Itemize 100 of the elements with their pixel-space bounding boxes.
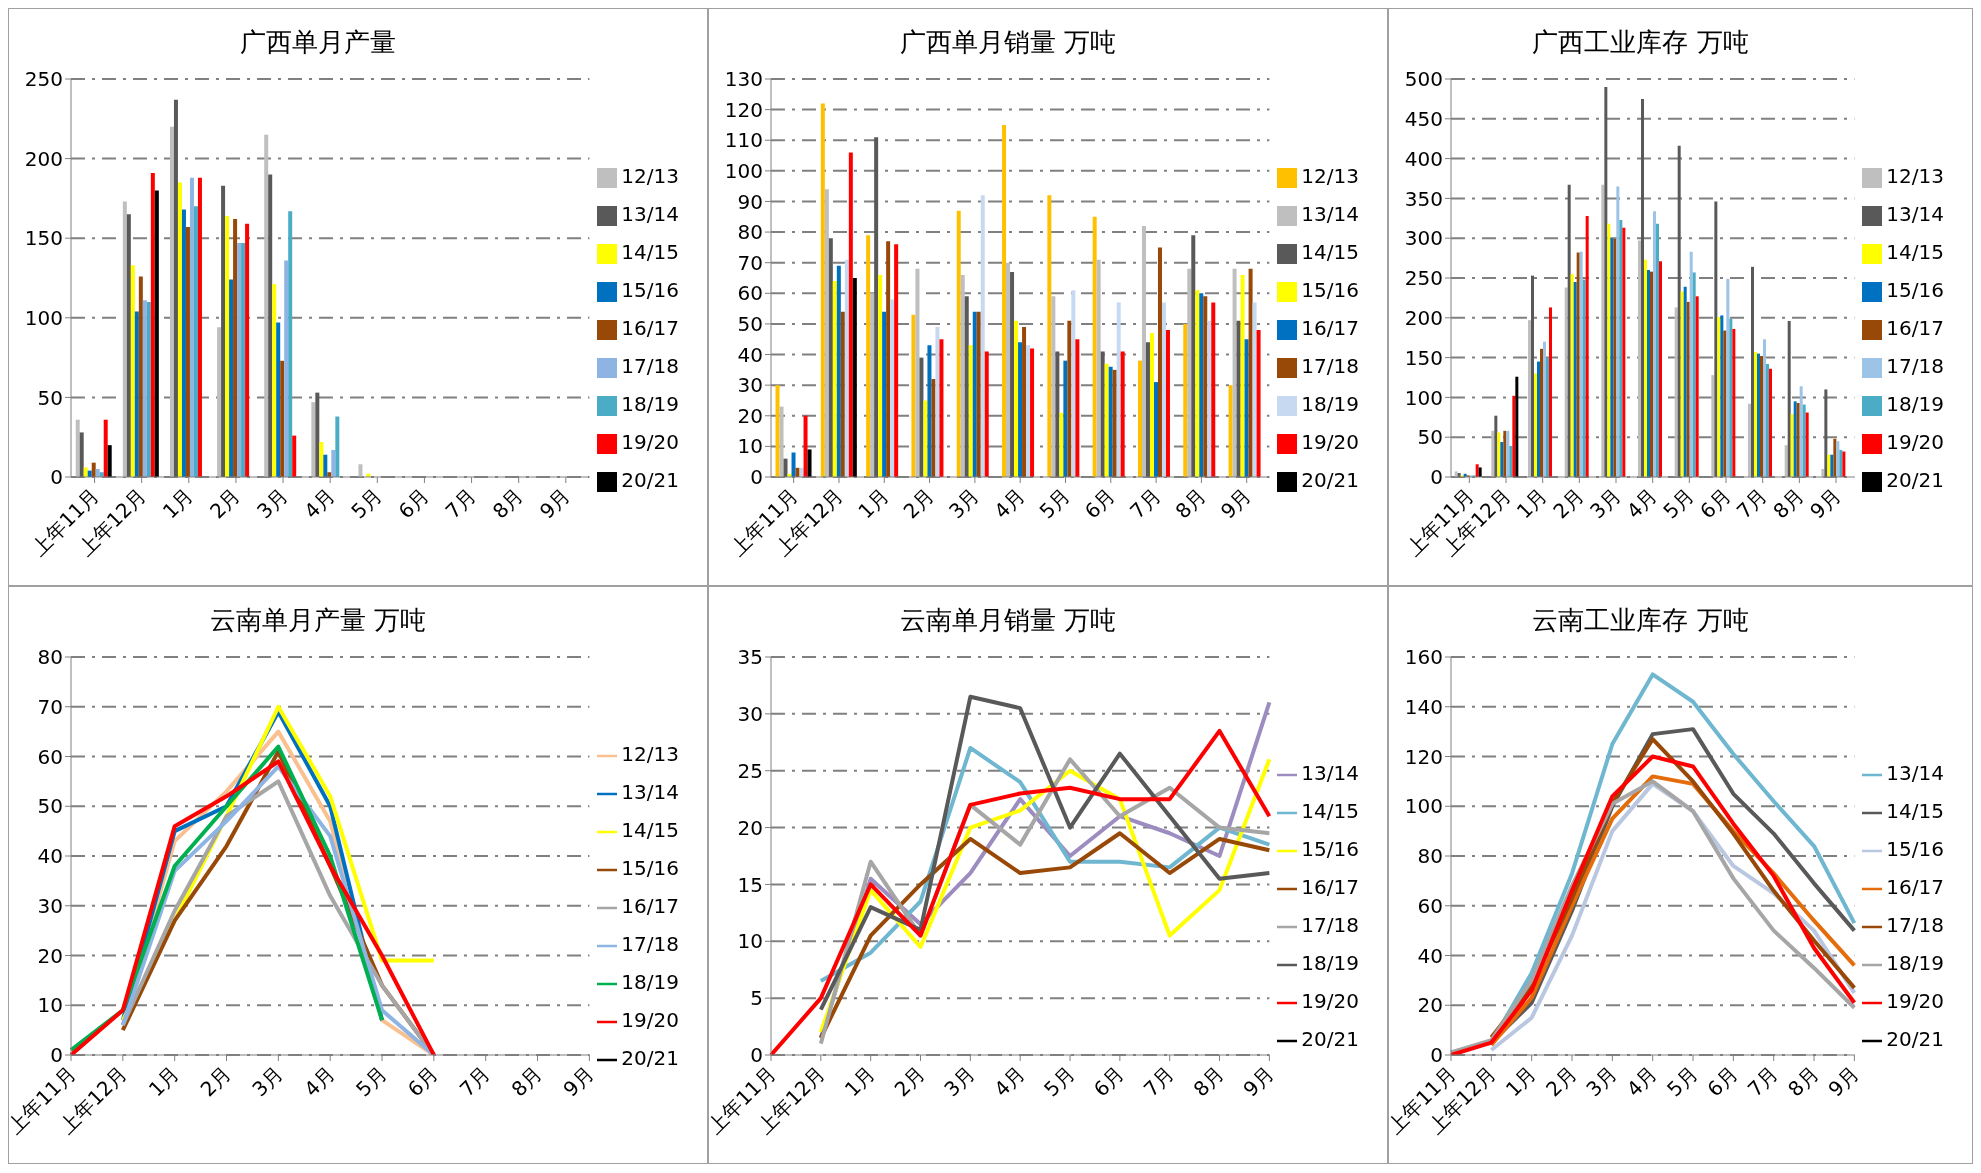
x-tick-label: 8月 xyxy=(1783,1061,1824,1102)
y-tick-label: 20 xyxy=(37,943,63,968)
legend-label: 19/20 xyxy=(1886,430,1944,454)
legend-label: 16/17 xyxy=(621,894,679,918)
x-tick-label: 6月 xyxy=(393,483,434,524)
x-tick-label: 6月 xyxy=(1088,1061,1130,1102)
y-tick-label: 110 xyxy=(724,128,763,153)
legend-label: 17/18 xyxy=(621,932,679,956)
legend-label: 19/20 xyxy=(1886,989,1944,1013)
x-tick-label: 1月 xyxy=(839,1061,880,1102)
y-tick-label: 20 xyxy=(737,403,763,428)
legend-label: 16/17 xyxy=(1301,316,1359,340)
y-tick-label: 30 xyxy=(737,373,763,398)
legend-label: 13/14 xyxy=(621,202,679,226)
y-tick-label: 100 xyxy=(1404,794,1443,819)
y-tick-label: 150 xyxy=(1404,345,1443,370)
x-tick-label: 8月 xyxy=(1170,483,1211,524)
y-tick-label: 160 xyxy=(1404,645,1443,670)
x-tick-label: 6月 xyxy=(402,1061,444,1102)
x-tick-label: 9月 xyxy=(558,1061,599,1102)
legend-label: 13/14 xyxy=(1886,202,1944,226)
x-tick-label: 9月 xyxy=(1238,1061,1279,1102)
y-tick-label: 5 xyxy=(750,986,763,1011)
legend-label: 17/18 xyxy=(621,354,679,378)
y-tick-label: 0 xyxy=(1430,465,1443,490)
y-tick-label: 300 xyxy=(1404,226,1443,251)
y-tick-label: 10 xyxy=(737,929,763,954)
legend-label: 18/19 xyxy=(1886,392,1944,416)
y-tick-label: 80 xyxy=(1417,844,1443,869)
legend-label: 13/14 xyxy=(1301,202,1359,226)
y-tick-label: 60 xyxy=(1417,893,1443,918)
x-tick-label: 8月 xyxy=(1188,1061,1229,1102)
x-tick-label: 5月 xyxy=(346,483,387,524)
legend-label: 20/21 xyxy=(621,468,679,492)
y-tick-label: 150 xyxy=(24,226,63,251)
y-tick-label: 50 xyxy=(37,794,63,819)
y-tick-label: 20 xyxy=(737,815,763,840)
x-tick-label: 1月 xyxy=(853,483,894,524)
chart-title: 云南单月销量 万吨 xyxy=(898,604,1118,637)
y-tick-label: 100 xyxy=(1404,385,1443,410)
y-tick-label: 10 xyxy=(37,993,63,1018)
x-tick-label: 6月 xyxy=(1079,483,1120,524)
legend-label: 13/14 xyxy=(1301,761,1359,785)
y-tick-label: 100 xyxy=(724,158,763,183)
y-tick-label: 40 xyxy=(1417,943,1443,968)
y-tick-label: 250 xyxy=(1404,266,1443,291)
x-tick-label: 2月 xyxy=(1541,1061,1582,1102)
legend-label: 16/17 xyxy=(621,316,679,340)
x-tick-label: 5月 xyxy=(1039,1061,1080,1102)
y-tick-label: 50 xyxy=(37,385,63,410)
legend-label: 14/15 xyxy=(1886,240,1944,264)
chart-title: 广西单月产量 xyxy=(239,26,397,59)
x-tick-label: 2月 xyxy=(898,483,939,524)
x-tick-label: 7月 xyxy=(1742,1061,1783,1102)
x-tick-label: 3月 xyxy=(247,1061,288,1102)
y-tick-label: 200 xyxy=(1404,305,1443,330)
legend-label: 16/17 xyxy=(1301,875,1359,899)
legend-label: 18/19 xyxy=(1886,951,1944,975)
y-tick-label: 130 xyxy=(724,67,763,92)
y-tick-label: 0 xyxy=(750,1043,763,1068)
legend-label: 14/15 xyxy=(1301,240,1359,264)
legend-label: 14/15 xyxy=(621,818,679,842)
y-tick-label: 80 xyxy=(737,220,763,245)
x-tick-label: 1月 xyxy=(157,483,198,524)
legend-label: 15/16 xyxy=(1301,837,1359,861)
legend-label: 18/19 xyxy=(621,970,679,994)
y-tick-label: 350 xyxy=(1404,186,1443,211)
x-tick-label: 2月 xyxy=(889,1061,930,1102)
chart-title: 云南工业库存 万吨 xyxy=(1531,604,1750,637)
y-tick-label: 120 xyxy=(1404,744,1443,769)
x-tick-label: 3月 xyxy=(1581,1061,1622,1102)
y-tick-label: 60 xyxy=(737,281,763,306)
x-tick-label: 6月 xyxy=(1702,1061,1743,1102)
x-tick-label: 3月 xyxy=(252,483,293,524)
x-tick-label: 5月 xyxy=(1034,483,1075,524)
legend-label: 16/17 xyxy=(1886,875,1944,899)
chart-title: 云南单月产量 万吨 xyxy=(208,604,428,637)
y-tick-label: 70 xyxy=(37,694,63,719)
legend-label: 15/16 xyxy=(1886,278,1944,302)
x-tick-label: 9月 xyxy=(534,483,575,524)
legend-label: 16/17 xyxy=(1886,316,1944,340)
x-tick-label: 1月 xyxy=(1500,1061,1541,1102)
y-tick-label: 200 xyxy=(24,146,63,171)
y-tick-label: 0 xyxy=(50,1043,63,1068)
y-tick-label: 100 xyxy=(24,305,63,330)
legend-label: 19/20 xyxy=(1301,989,1359,1013)
y-tick-label: 90 xyxy=(737,189,763,214)
x-tick-label: 8月 xyxy=(506,1061,547,1102)
y-tick-label: 40 xyxy=(37,844,63,869)
y-tick-label: 250 xyxy=(24,67,63,92)
legend-label: 15/16 xyxy=(621,278,679,302)
legend-label: 18/19 xyxy=(621,392,679,416)
legend-label: 12/13 xyxy=(621,164,679,188)
y-tick-label: 30 xyxy=(737,701,763,726)
legend-label: 14/15 xyxy=(621,240,679,264)
x-tick-label: 9月 xyxy=(1215,483,1256,524)
y-tick-label: 0 xyxy=(50,465,63,490)
x-tick-label: 1月 xyxy=(143,1061,184,1102)
y-tick-label: 20 xyxy=(1417,993,1443,1018)
legend-label: 19/20 xyxy=(621,430,679,454)
